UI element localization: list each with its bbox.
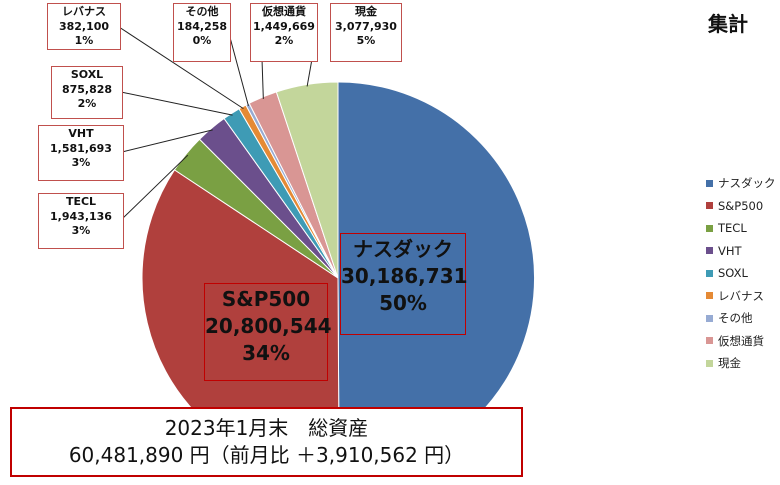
legend-swatch: [706, 179, 713, 187]
legend-swatch: [706, 359, 713, 367]
leader-line: [121, 154, 189, 220]
data-label-levanas-name: レバナス: [62, 5, 106, 18]
pie-slice: [275, 81, 339, 279]
data-label-tecl: TECL 1,943,136 3%: [38, 193, 124, 249]
legend-swatch: [706, 269, 713, 277]
data-label-soxl-name: SOXL: [70, 68, 104, 81]
data-label-levanas-percent: 1%: [74, 34, 94, 47]
pie-slices: [141, 81, 535, 475]
data-label-nasdaq-name: ナスダック: [353, 237, 453, 261]
legend-swatch: [706, 292, 713, 300]
chart-legend: ナスダック S&P500 TECL VHT SOXL レバナス その他 仮想通貨…: [706, 172, 776, 375]
data-label-other-name: その他: [185, 5, 219, 18]
leader-line: [121, 129, 213, 153]
leader-line: [227, 29, 249, 107]
leader-lines: [118, 26, 313, 220]
data-label-crypto: 仮想通貨 1,449,669 2%: [250, 3, 318, 62]
data-label-nasdaq-percent: 50%: [379, 291, 427, 315]
legend-item-vht: VHT: [706, 240, 776, 263]
data-label-vht-name: VHT: [68, 127, 94, 140]
data-label-soxl-value: 875,828: [61, 82, 113, 96]
data-label-sp500: S&P500 20,800,544 34%: [204, 283, 332, 381]
legend-item-other: その他: [706, 307, 776, 330]
legend-label: VHT: [718, 243, 742, 258]
legend-swatch: [706, 202, 713, 210]
data-label-crypto-name: 仮想通貨: [262, 5, 306, 18]
data-label-nasdaq: ナスダック 30,186,731 50%: [340, 233, 468, 335]
legend-item-cash: 現金: [706, 352, 776, 375]
legend-item-levanas: レバナス: [706, 285, 776, 308]
legend-swatch: [706, 337, 713, 345]
data-label-vht-value: 1,581,693: [50, 141, 112, 155]
legend-label: SOXL: [718, 266, 748, 281]
data-label-levanas: レバナス 382,100 1%: [47, 3, 121, 50]
legend-item-nasdaq: ナスダック: [706, 172, 776, 195]
data-label-sp500-value: 20,800,544: [205, 314, 332, 338]
leader-line: [120, 91, 233, 116]
legend-item-soxl: SOXL: [706, 262, 776, 285]
data-label-other: その他 184,258 0%: [173, 3, 231, 62]
data-label-tecl-name: TECL: [65, 195, 97, 208]
legend-swatch: [706, 224, 713, 232]
legend-item-sp500: S&P500: [706, 195, 776, 218]
data-label-crypto-percent: 2%: [274, 34, 294, 47]
summary-title: 2023年1月末 総資産: [164, 416, 369, 440]
data-label-crypto-value: 1,449,669: [253, 19, 315, 33]
legend-label: S&P500: [718, 198, 764, 213]
legend-swatch: [706, 314, 713, 322]
summary-total: 60,481,890 円（前月比 ＋3,910,562 円）: [68, 443, 465, 467]
legend-label: TECL: [718, 221, 747, 236]
legend-swatch: [706, 247, 713, 255]
legend-item-crypto: 仮想通貨: [706, 330, 776, 353]
data-label-cash-name: 現金: [355, 5, 377, 18]
data-label-other-percent: 0%: [192, 34, 212, 47]
legend-label: 仮想通貨: [718, 333, 764, 348]
data-label-tecl-value: 1,943,136: [50, 209, 112, 223]
data-label-cash-percent: 5%: [356, 34, 376, 47]
data-label-soxl: SOXL 875,828 2%: [51, 66, 123, 119]
data-label-cash-value: 3,077,930: [335, 19, 397, 33]
data-label-sp500-percent: 34%: [242, 341, 290, 365]
leader-line: [118, 26, 244, 110]
data-label-tecl-percent: 3%: [71, 224, 91, 237]
legend-label: 現金: [718, 356, 741, 371]
data-label-vht: VHT 1,581,693 3%: [38, 125, 124, 181]
data-label-nasdaq-value: 30,186,731: [341, 264, 468, 288]
data-label-cash: 現金 3,077,930 5%: [330, 3, 402, 62]
legend-label: その他: [718, 311, 753, 326]
leader-line: [306, 58, 313, 87]
data-label-vht-percent: 3%: [71, 156, 91, 169]
data-label-soxl-percent: 2%: [77, 97, 97, 110]
leader-line: [261, 58, 264, 99]
data-label-other-value: 184,258: [176, 19, 228, 33]
chart-title: 集計: [708, 12, 748, 36]
total-assets-summary: 2023年1月末 総資産 60,481,890 円（前月比 ＋3,910,562…: [10, 407, 523, 477]
data-label-sp500-name: S&P500: [221, 287, 311, 311]
legend-label: レバナス: [718, 288, 764, 303]
legend-item-tecl: TECL: [706, 217, 776, 240]
legend-label: ナスダック: [718, 176, 776, 191]
data-label-levanas-value: 382,100: [58, 19, 110, 33]
